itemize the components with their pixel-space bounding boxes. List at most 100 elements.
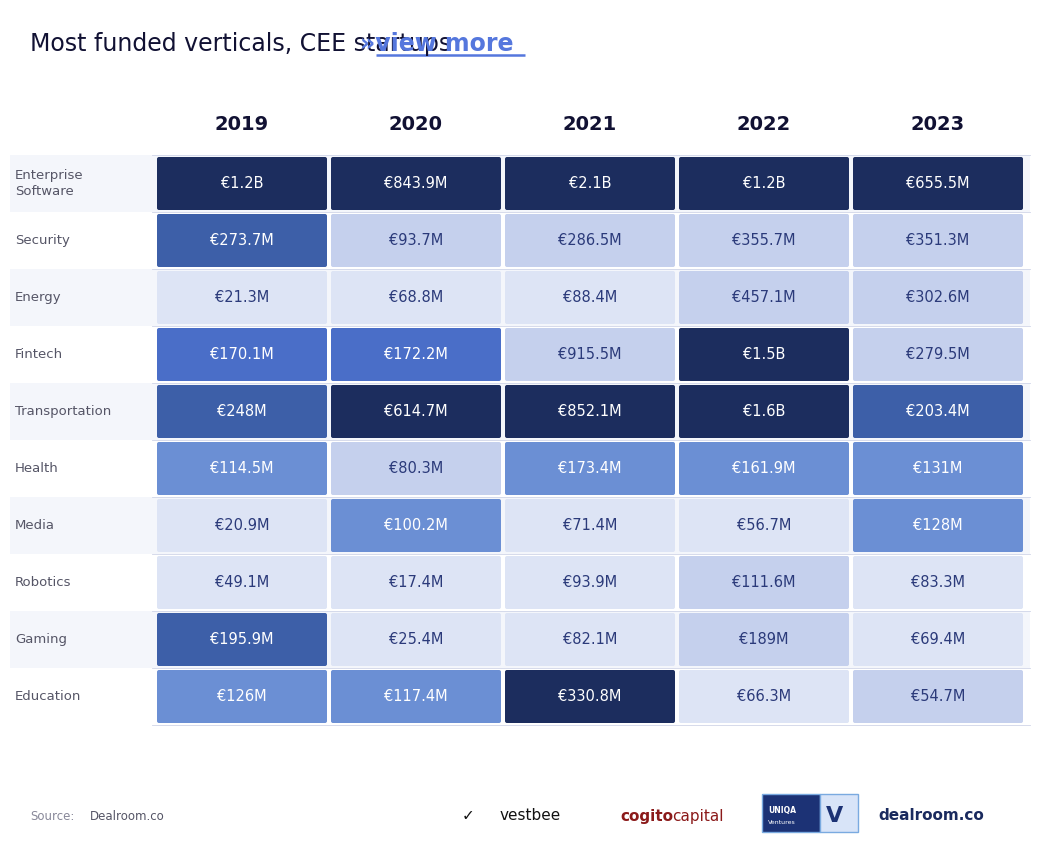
FancyBboxPatch shape [505,385,675,438]
Text: €69.4M: €69.4M [911,632,965,647]
Text: 2022: 2022 [737,116,791,134]
Bar [10,611,1030,668]
Text: €71.4M: €71.4M [563,518,617,533]
Text: €286.5M: €286.5M [558,233,622,248]
Text: €351.3M: €351.3M [907,233,969,248]
FancyBboxPatch shape [679,499,849,552]
Text: €111.6M: €111.6M [732,575,796,590]
Text: 2021: 2021 [563,116,617,134]
Text: Ventures: Ventures [768,820,796,825]
Text: €248M: €248M [217,404,267,419]
Text: €80.3M: €80.3M [389,461,443,476]
Text: UNIQA: UNIQA [768,807,796,815]
FancyBboxPatch shape [853,385,1023,438]
FancyBboxPatch shape [679,442,849,495]
Text: Most funded verticals, CEE startups: Most funded verticals, CEE startups [30,32,459,56]
Text: €203.4M: €203.4M [906,404,970,419]
FancyBboxPatch shape [679,214,849,267]
FancyBboxPatch shape [331,442,501,495]
FancyBboxPatch shape [505,613,675,666]
Bar [10,269,1030,326]
FancyBboxPatch shape [331,214,501,267]
Bar [10,212,1030,269]
FancyBboxPatch shape [853,556,1023,609]
FancyBboxPatch shape [331,670,501,723]
Text: €457.1M: €457.1M [732,290,796,305]
Text: Health: Health [15,462,58,475]
FancyBboxPatch shape [157,271,327,324]
Text: €189M: €189M [739,632,788,647]
FancyBboxPatch shape [157,670,327,723]
FancyBboxPatch shape [157,385,327,438]
FancyBboxPatch shape [505,499,675,552]
Bar [10,155,1030,212]
Text: capital: capital [672,809,724,824]
FancyBboxPatch shape [157,556,327,609]
Text: €273.7M: €273.7M [210,233,274,248]
Bar [762,794,820,832]
Bar [10,554,1030,611]
Bar [10,326,1030,383]
Text: €83.3M: €83.3M [911,575,965,590]
Bar [10,668,1030,725]
Text: vestbee: vestbee [500,809,562,824]
Text: €614.7M: €614.7M [384,404,448,419]
Bar [10,383,1030,440]
Text: 2019: 2019 [215,116,269,134]
Text: €173.4M: €173.4M [558,461,622,476]
FancyBboxPatch shape [853,328,1023,381]
Text: €93.7M: €93.7M [389,233,443,248]
Text: Security: Security [15,234,70,247]
Text: €93.9M: €93.9M [563,575,617,590]
FancyBboxPatch shape [157,214,327,267]
Text: 2023: 2023 [911,116,965,134]
Text: €843.9M: €843.9M [385,176,447,191]
FancyBboxPatch shape [331,613,501,666]
Text: €1.5B: €1.5B [743,347,785,362]
Text: Dealroom.co: Dealroom.co [90,809,164,823]
FancyBboxPatch shape [853,670,1023,723]
FancyBboxPatch shape [679,271,849,324]
FancyBboxPatch shape [679,613,849,666]
FancyBboxPatch shape [505,271,675,324]
Text: €1.2B: €1.2B [220,176,263,191]
Text: €1.2B: €1.2B [743,176,785,191]
FancyBboxPatch shape [853,271,1023,324]
FancyBboxPatch shape [853,613,1023,666]
Text: Media: Media [15,519,55,532]
Text: €302.6M: €302.6M [906,290,970,305]
FancyBboxPatch shape [505,214,675,267]
Text: €56.7M: €56.7M [736,518,791,533]
FancyBboxPatch shape [331,499,501,552]
FancyBboxPatch shape [157,499,327,552]
Text: €852.1M: €852.1M [558,404,622,419]
Text: Gaming: Gaming [15,633,67,646]
Text: dealroom.co: dealroom.co [878,809,984,824]
Text: €66.3M: €66.3M [737,689,791,704]
FancyBboxPatch shape [853,214,1023,267]
FancyBboxPatch shape [505,442,675,495]
FancyBboxPatch shape [505,157,675,210]
FancyBboxPatch shape [157,157,327,210]
FancyBboxPatch shape [853,499,1023,552]
Text: €88.4M: €88.4M [563,290,617,305]
FancyBboxPatch shape [157,328,327,381]
FancyBboxPatch shape [505,328,675,381]
FancyBboxPatch shape [505,556,675,609]
Text: €655.5M: €655.5M [906,176,969,191]
FancyBboxPatch shape [679,556,849,609]
Bar [10,497,1030,554]
Text: €915.5M: €915.5M [558,347,622,362]
FancyBboxPatch shape [679,157,849,210]
FancyBboxPatch shape [679,670,849,723]
FancyBboxPatch shape [679,385,849,438]
Text: €25.4M: €25.4M [389,632,443,647]
Bar [820,794,858,832]
Text: €114.5M: €114.5M [210,461,274,476]
FancyBboxPatch shape [331,556,501,609]
FancyBboxPatch shape [157,442,327,495]
Text: cogito: cogito [620,809,673,824]
Text: €2.1B: €2.1B [569,176,612,191]
Text: €355.7M: €355.7M [732,233,796,248]
FancyBboxPatch shape [331,271,501,324]
